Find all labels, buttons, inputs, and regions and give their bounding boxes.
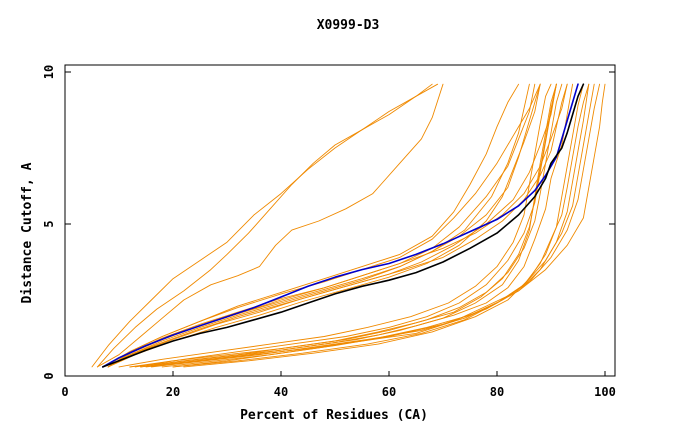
y-axis-label: Distance Cutoff, A	[20, 162, 35, 303]
x-tick-label: 80	[490, 385, 504, 399]
series-line-5	[107, 83, 536, 368]
x-axis-label: Percent of Residues (CA)	[240, 408, 428, 423]
series-line-22	[172, 83, 606, 368]
series-line-13	[107, 83, 541, 368]
y-tick-label: 5	[42, 220, 56, 227]
series-line-4	[96, 83, 444, 368]
series-line-8	[102, 83, 541, 368]
series-line-10	[107, 83, 568, 368]
series-line-15	[129, 83, 557, 368]
series-line-14	[129, 83, 574, 368]
series-line-12	[102, 83, 520, 368]
tick-layer: 0 20 40 60 80 100 0 5 10	[42, 65, 616, 399]
series-line-11	[107, 83, 557, 368]
series-line-1	[102, 83, 585, 368]
y-tick-label: 10	[42, 65, 56, 79]
series-line-25	[140, 83, 557, 368]
series-line-3	[96, 83, 439, 368]
x-tick-label: 20	[166, 385, 180, 399]
y-tick-label: 0	[42, 372, 56, 379]
series-line-2	[91, 83, 433, 368]
series-line-17	[134, 83, 557, 368]
x-tick-label: 60	[382, 385, 396, 399]
plot-frame	[64, 64, 616, 377]
series-line-9	[102, 83, 568, 368]
series-line-6	[107, 83, 530, 368]
series-line-24	[183, 83, 584, 368]
chart-title: X0999-D3	[317, 18, 380, 33]
series-layer	[91, 83, 606, 368]
x-tick-label: 40	[274, 385, 288, 399]
x-tick-label: 0	[61, 385, 68, 399]
series-line-7	[107, 83, 541, 368]
series-line-18	[118, 83, 552, 368]
series-line-16	[140, 83, 563, 368]
x-tick-label: 100	[594, 385, 616, 399]
